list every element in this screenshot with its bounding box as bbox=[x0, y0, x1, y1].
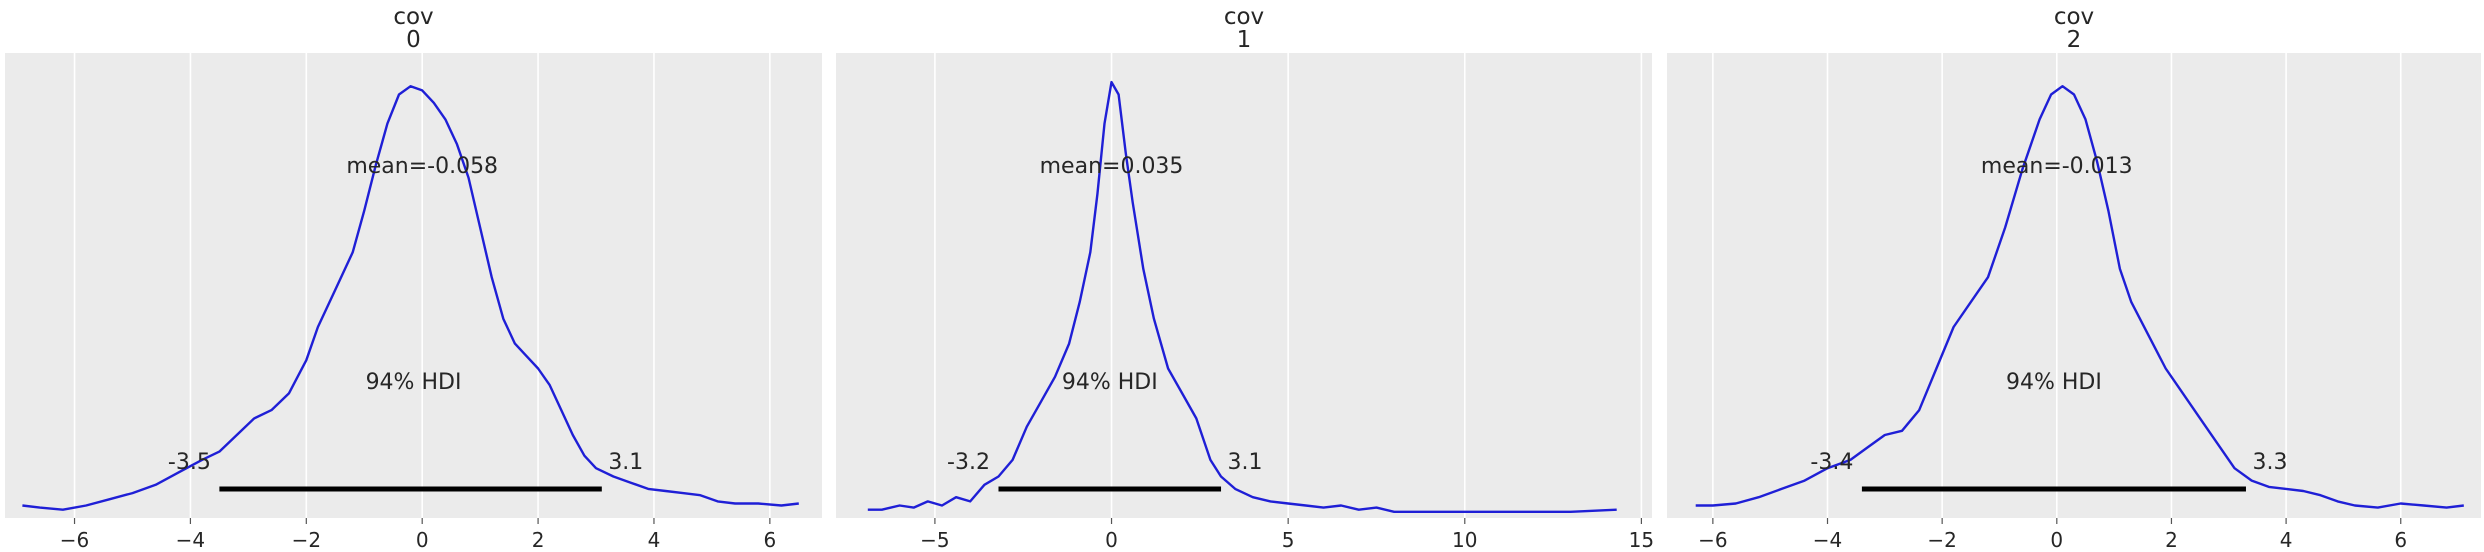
hdi-label: 94% HDI bbox=[366, 370, 462, 395]
plot-area bbox=[836, 53, 1652, 518]
x-tick-label: 2 bbox=[532, 528, 545, 552]
x-tick-label: 10 bbox=[1452, 528, 1477, 552]
x-tick-label: 6 bbox=[763, 528, 776, 552]
hdi-high-label: 3.1 bbox=[608, 450, 643, 475]
x-tick-label: 0 bbox=[416, 528, 429, 552]
x-tick-label: −5 bbox=[920, 528, 949, 552]
hdi-high-label: 3.3 bbox=[2252, 450, 2287, 475]
x-tick-label: −2 bbox=[292, 528, 321, 552]
x-tick-label: 0 bbox=[2050, 528, 2063, 552]
plot-area bbox=[1667, 53, 2481, 518]
hdi-low-label: -3.2 bbox=[947, 450, 990, 475]
hdi-high-label: 3.1 bbox=[1228, 450, 1263, 475]
hdi-low-label: -3.5 bbox=[168, 450, 211, 475]
x-tick-label: −6 bbox=[1698, 528, 1727, 552]
plot-area bbox=[5, 53, 822, 518]
x-tick-label: 6 bbox=[2394, 528, 2407, 552]
x-tick-label: −4 bbox=[1813, 528, 1842, 552]
kde-line bbox=[1695, 85, 2464, 509]
panel-title-line2: 2 bbox=[2067, 27, 2082, 53]
kde-line bbox=[22, 85, 799, 511]
x-tick-label: 4 bbox=[648, 528, 661, 552]
kde-line bbox=[867, 80, 1617, 513]
mean-label: mean=-0.058 bbox=[346, 154, 498, 179]
panel-title-line1: cov bbox=[2054, 4, 2094, 30]
x-tick-label: −4 bbox=[176, 528, 205, 552]
panel-title-line1: cov bbox=[393, 4, 433, 30]
panel-title-line1: cov bbox=[1224, 4, 1264, 30]
x-tick-label: 0 bbox=[1105, 528, 1118, 552]
x-tick-label: −6 bbox=[60, 528, 89, 552]
x-tick-label: 15 bbox=[1629, 528, 1654, 552]
hdi-label: 94% HDI bbox=[1062, 370, 1158, 395]
x-tick-label: 2 bbox=[2165, 528, 2178, 552]
panel-title-line2: 1 bbox=[1237, 27, 1252, 53]
mean-label: mean=-0.013 bbox=[1981, 154, 2133, 179]
x-tick-label: 4 bbox=[2280, 528, 2293, 552]
hdi-low-label: -3.4 bbox=[1810, 450, 1853, 475]
hdi-label: 94% HDI bbox=[2006, 370, 2102, 395]
x-tick-label: 5 bbox=[1282, 528, 1295, 552]
mean-label: mean=0.035 bbox=[1040, 154, 1184, 179]
panel-title-line2: 0 bbox=[406, 27, 421, 53]
x-tick-label: −2 bbox=[1927, 528, 1956, 552]
